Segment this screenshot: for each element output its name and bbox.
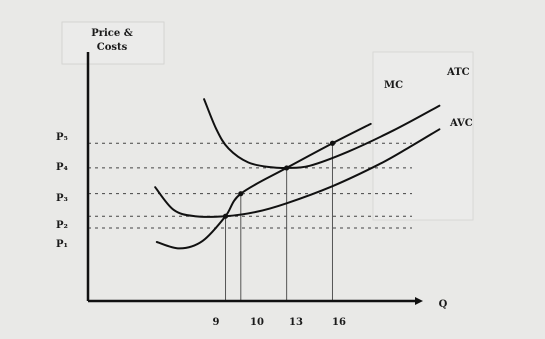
curve-atc <box>203 98 441 170</box>
intersection-point-4 <box>329 140 336 146</box>
ytick-p5: P₅ <box>56 132 68 143</box>
series-label-avc: AVC <box>449 118 473 129</box>
ytick-p3: P₃ <box>56 193 68 204</box>
xtick-9: 9 <box>213 317 220 328</box>
ytick-p4: P₄ <box>56 162 69 173</box>
intersection-point-3 <box>284 165 290 171</box>
xtick-10: 10 <box>250 317 264 328</box>
ytick-p1: P₁ <box>56 239 68 250</box>
ylabel-line1: Price & <box>91 28 133 39</box>
series-label-atc: ATC <box>446 67 470 78</box>
ytick-p2: P₂ <box>56 220 68 231</box>
curve-label-box <box>372 51 474 221</box>
series-label-mc: MC <box>384 80 403 91</box>
xtick-16: 16 <box>332 317 346 328</box>
curve-mc <box>155 122 372 250</box>
x-axis-arrow <box>415 297 423 305</box>
xlabel: Q <box>439 299 448 310</box>
curve-avc <box>154 128 441 218</box>
ylabel-line2: Costs <box>97 42 128 53</box>
ylabel-box <box>61 21 165 65</box>
xtick-13: 13 <box>289 317 303 328</box>
intersection-point-1 <box>222 213 229 219</box>
intersection-point-2 <box>238 191 244 197</box>
